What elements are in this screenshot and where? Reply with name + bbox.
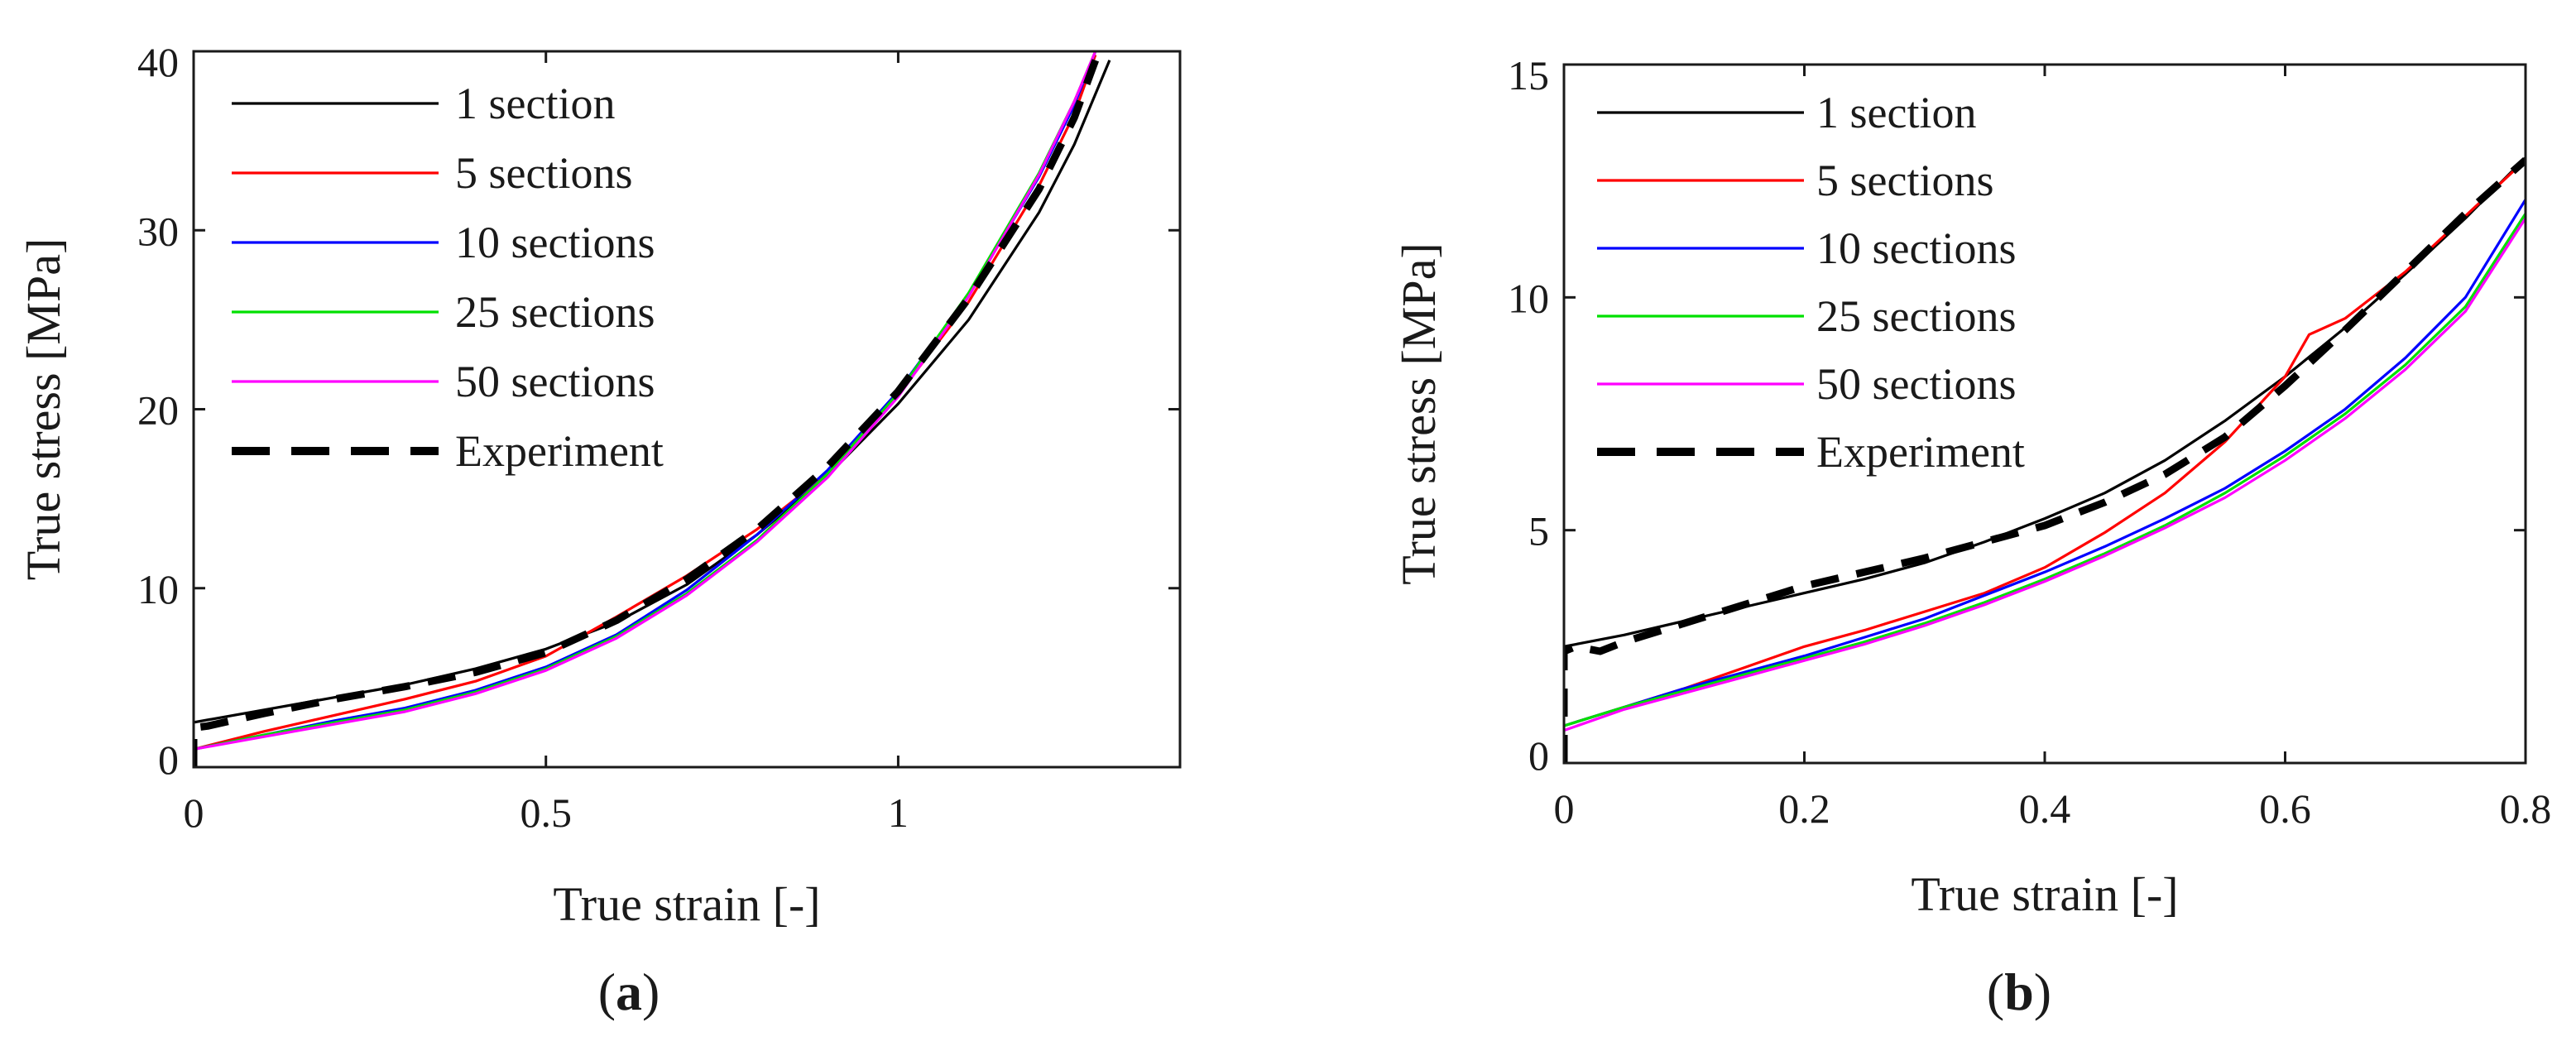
x-tick-label: 0.5 [520, 789, 572, 836]
legend-entry-label: 5 sections [1816, 156, 1993, 205]
panel-label: (a) [598, 962, 660, 1021]
legend-entry-label: 1 section [455, 79, 615, 128]
x-tick-label: 0 [1554, 785, 1575, 832]
series-line-experiment [194, 59, 1100, 767]
x-tick-label: 0.4 [2019, 785, 2071, 832]
x-tick-label: 0.8 [2500, 785, 2552, 832]
x-axis-label: True strain [-] [553, 877, 820, 931]
legend-entry-label: 5 sections [455, 148, 632, 198]
y-tick-label: 5 [1528, 508, 1549, 554]
y-tick-label: 20 [137, 387, 179, 434]
series-line-50-sections [1564, 217, 2526, 732]
chart-panel-b: 0 0.2 0.4 0.6 0.8 0 5 10 15 True strain [-] True s… [1392, 52, 2551, 1021]
series-line-50-sections [194, 51, 1097, 751]
panel-label-paren: ) [642, 962, 660, 1021]
y-tick-label: 0 [158, 737, 179, 783]
y-tick-label: 10 [1508, 275, 1549, 321]
y-axis-label: True stress [MPa] [1392, 242, 1446, 585]
y-tick-label: 30 [137, 208, 179, 254]
y-tick-label: 40 [137, 39, 179, 85]
series-group [194, 51, 1111, 767]
series-line-10-sections [1564, 199, 2526, 727]
panel-label-paren: ( [598, 962, 616, 1021]
legend: 1 section 5 sections 10 sections 25 section… [1597, 88, 2025, 477]
legend-entry-label: 50 sections [1816, 359, 2016, 409]
series-line-25-sections [1564, 213, 2526, 727]
legend-entry-label: 50 sections [455, 357, 655, 406]
legend-entry-label: 1 section [1816, 88, 1976, 137]
y-tick-label: 0 [1528, 732, 1549, 779]
x-tick-label: 0.6 [2259, 785, 2311, 832]
legend-entry-label: 25 sections [455, 287, 655, 337]
x-axis-label: True strain [-] [1911, 867, 2178, 921]
legend-entry-label: 10 sections [455, 218, 655, 267]
legend-entry-label: 10 sections [1816, 223, 2016, 273]
legend-entry-label: Experiment [1816, 427, 2025, 477]
plot-frame [1562, 63, 2527, 765]
series-line-5-sections [1564, 159, 2526, 727]
x-tick-label: 0.2 [1778, 785, 1830, 832]
y-tick-label: 10 [137, 566, 179, 612]
y-axis-label: True stress [MPa] [17, 238, 70, 581]
panel-label-paren: ( [1987, 962, 2004, 1021]
y-tick-label: 15 [1508, 52, 1549, 98]
legend-entry-label: 25 sections [1816, 291, 2016, 341]
panel-label-letter: a [616, 962, 642, 1021]
plot-frame [192, 50, 1182, 769]
panel-label-letter: b [2004, 962, 2034, 1021]
series-group [1564, 156, 2526, 763]
series-line-experiment [1564, 156, 2526, 763]
x-tick-label: 0 [184, 789, 204, 836]
legend-entry-label: Experiment [455, 426, 664, 476]
panel-label: (b) [1987, 962, 2051, 1021]
x-tick-label: 1 [888, 789, 909, 836]
legend: 1 section 5 sections 10 sections 25 section… [232, 79, 664, 476]
panel-label-paren: ) [2034, 962, 2051, 1021]
